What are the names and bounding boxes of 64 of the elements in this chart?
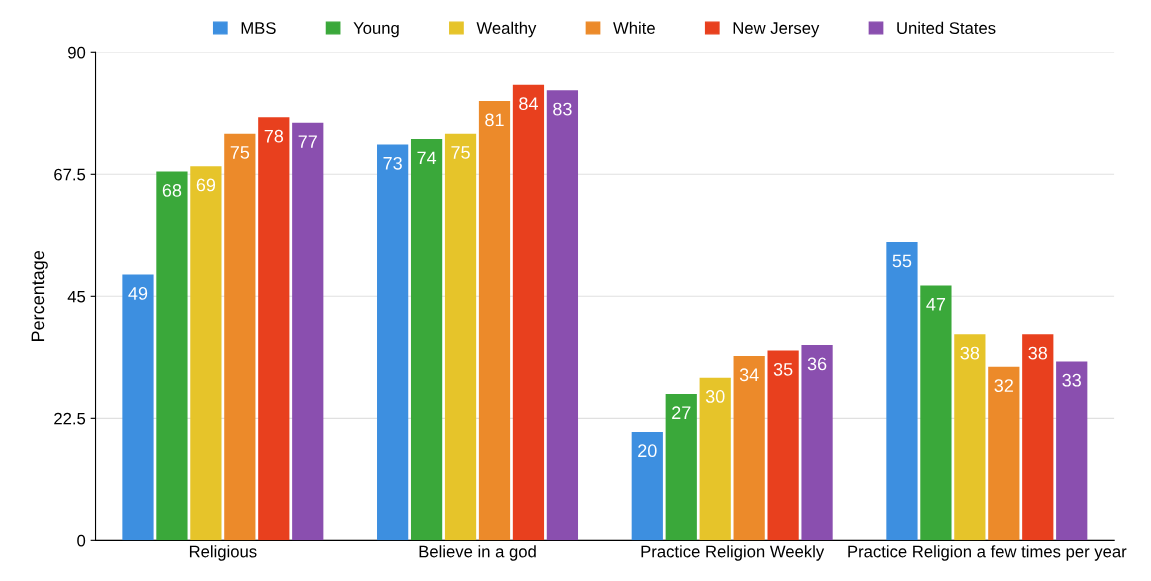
bar [512, 84, 545, 541]
bar [699, 377, 731, 541]
bar [988, 366, 1020, 541]
x-tick-label: Practice Religion a few times per year [848, 545, 1127, 561]
bar [920, 285, 952, 541]
bar [767, 350, 799, 541]
y-tick-label: 45 [67, 290, 86, 303]
bar [444, 133, 477, 541]
bar [954, 334, 986, 541]
bar [377, 144, 409, 541]
bar [1056, 361, 1088, 541]
legend-label: White [613, 21, 655, 34]
bar [1022, 334, 1054, 541]
data-label: 74 [417, 151, 437, 165]
y-tick-label: 90 [68, 46, 86, 59]
bar [631, 431, 663, 541]
data-label: 84 [519, 97, 538, 111]
bar [122, 274, 154, 541]
y-tick-label: 67.5 [54, 168, 86, 181]
bar [258, 117, 290, 541]
data-label: 75 [230, 146, 250, 159]
data-label: 38 [960, 346, 980, 360]
bar [733, 355, 765, 541]
bar [886, 242, 918, 541]
y-axis-title: Percentage [31, 250, 48, 341]
data-label: 38 [1028, 346, 1048, 360]
y-tick-label: 0 [77, 534, 86, 547]
data-label: 68 [162, 184, 182, 197]
data-label: 69 [196, 178, 216, 192]
bar [665, 393, 697, 541]
data-label: 34 [739, 368, 759, 382]
data-label: 35 [773, 362, 793, 376]
data-label: 20 [638, 444, 657, 458]
legend-label: MBS [241, 22, 276, 34]
data-label: 49 [128, 287, 148, 300]
y-tick-label: 22.5 [54, 412, 86, 425]
legend-label: Young [353, 22, 399, 38]
bar [478, 101, 511, 541]
bar [156, 171, 188, 541]
data-label: 36 [807, 357, 827, 371]
x-tick-label: Practice Religion Weekly [641, 545, 825, 561]
legend-label: New Jersey [733, 22, 820, 38]
data-label: 78 [264, 129, 284, 143]
x-tick-label: Believe in a god [419, 545, 536, 561]
data-label: 73 [383, 156, 402, 170]
data-label: 27 [672, 406, 691, 419]
data-label: 30 [705, 390, 725, 403]
data-label: 33 [1062, 373, 1081, 387]
data-label: 81 [485, 113, 504, 127]
data-label: 77 [298, 135, 317, 148]
data-label: 75 [451, 146, 470, 159]
data-label: 83 [553, 102, 572, 116]
legend-label: United States [897, 21, 996, 34]
bar [190, 166, 222, 541]
bar [801, 345, 833, 541]
bar [546, 90, 579, 541]
data-label: 32 [994, 379, 1013, 392]
bar [410, 139, 443, 541]
bar [292, 122, 324, 541]
x-tick-label: Religious [189, 545, 257, 561]
bar [224, 133, 256, 541]
legend-label: Wealthy [476, 21, 537, 38]
data-label: 47 [926, 298, 946, 311]
data-label: 55 [892, 254, 912, 268]
